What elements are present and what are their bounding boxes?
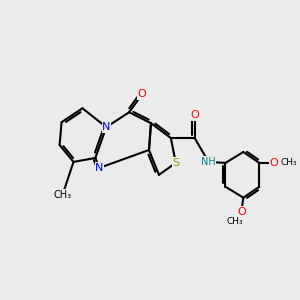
Text: O: O	[138, 89, 146, 99]
Text: N: N	[95, 163, 103, 173]
Text: CH₃: CH₃	[226, 217, 243, 226]
Text: O: O	[237, 207, 246, 217]
Text: O: O	[270, 158, 278, 168]
Text: O: O	[190, 110, 199, 120]
Text: N: N	[102, 122, 110, 132]
Text: NH: NH	[201, 157, 216, 167]
Text: S: S	[172, 158, 179, 168]
Text: CH₃: CH₃	[53, 190, 72, 200]
Text: CH₃: CH₃	[280, 158, 297, 167]
